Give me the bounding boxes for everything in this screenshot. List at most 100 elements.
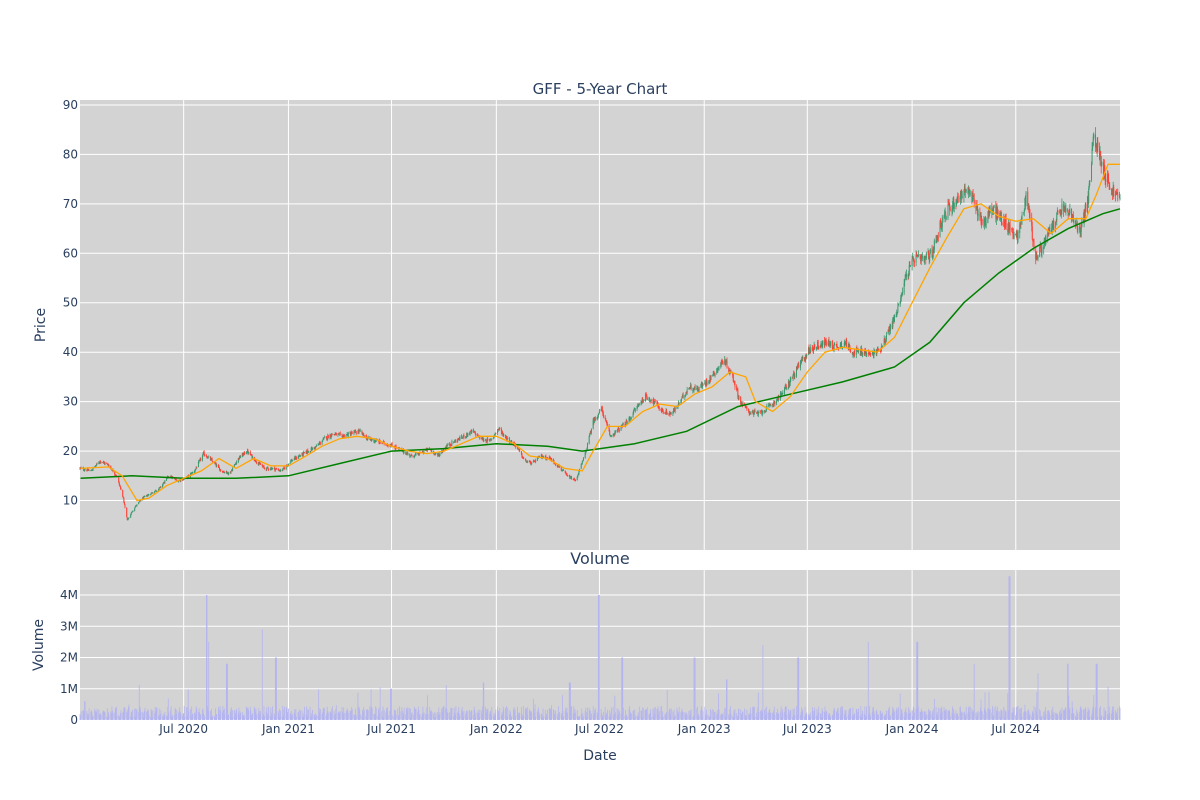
candle-body xyxy=(919,254,921,256)
volume-bar xyxy=(108,712,109,720)
volume-bar xyxy=(176,709,178,720)
candle-body xyxy=(826,341,828,346)
volume-bar xyxy=(1116,715,1118,720)
candle-body xyxy=(682,395,684,397)
volume-bar xyxy=(734,709,736,720)
volume-bar xyxy=(792,716,793,720)
volume-bar xyxy=(310,717,312,720)
candle-body xyxy=(250,454,252,456)
candle-body xyxy=(223,471,225,473)
volume-bar xyxy=(890,716,891,720)
volume-bar xyxy=(303,713,305,720)
candle-body xyxy=(570,476,572,478)
candle-body xyxy=(211,458,213,460)
volume-bar xyxy=(359,714,361,720)
candle-body xyxy=(528,461,530,463)
candle-body xyxy=(662,409,664,412)
candle-body xyxy=(813,347,815,351)
volume-bar xyxy=(680,712,682,720)
volume-bar xyxy=(549,708,551,720)
volume-bar xyxy=(638,706,640,720)
volume-bar xyxy=(873,710,875,720)
volume-bar xyxy=(219,706,221,720)
candle-body xyxy=(346,434,348,435)
volume-bar xyxy=(636,716,638,720)
volume-bar xyxy=(1056,713,1058,720)
candle-body xyxy=(403,449,405,453)
volume-bar xyxy=(666,711,668,720)
volume-bar xyxy=(186,715,188,720)
candle-body xyxy=(1024,197,1026,210)
volume-bar xyxy=(378,707,380,720)
volume-bar xyxy=(94,708,96,720)
candle-body xyxy=(725,361,727,363)
candle-body xyxy=(622,423,624,427)
candle-body xyxy=(749,412,751,414)
volume-bar xyxy=(1083,715,1085,720)
volume-bar xyxy=(1113,706,1115,720)
volume-bar xyxy=(935,706,937,720)
candle-body xyxy=(94,466,96,468)
volume-bar xyxy=(164,711,166,720)
candle-body xyxy=(559,467,561,468)
candle-body xyxy=(1001,223,1003,226)
volume-bar xyxy=(622,707,624,720)
volume-bar xyxy=(274,657,276,720)
volume-bar xyxy=(259,711,260,720)
candle-body xyxy=(144,496,146,498)
candle-body xyxy=(530,463,532,465)
price-y-tick-label: 20 xyxy=(63,444,78,458)
candle-body xyxy=(832,348,834,349)
candle-body xyxy=(79,467,81,469)
volume-bar xyxy=(251,714,252,720)
candle-body xyxy=(977,207,979,216)
candle-body xyxy=(341,434,343,436)
volume-bar xyxy=(859,715,861,720)
candle-body xyxy=(269,469,271,471)
candle-body xyxy=(628,417,630,422)
volume-bar xyxy=(221,712,223,720)
candle-body xyxy=(183,478,185,480)
volume-bar xyxy=(941,711,943,720)
volume-bar xyxy=(596,712,598,720)
volume-bar xyxy=(1095,663,1097,720)
volume-bar xyxy=(1083,709,1084,720)
volume-bar xyxy=(712,710,714,720)
candle-body xyxy=(1069,209,1071,214)
candle-body xyxy=(744,405,746,407)
candle-body xyxy=(438,454,440,456)
volume-bar xyxy=(163,716,165,720)
volume-bar xyxy=(1015,706,1017,720)
volume-bar xyxy=(427,714,429,720)
candle-body xyxy=(94,466,96,467)
candle-body xyxy=(892,319,894,328)
candle-body xyxy=(313,447,315,449)
candle-body xyxy=(134,506,136,508)
volume-bar xyxy=(118,714,120,720)
volume-bar xyxy=(239,711,241,720)
candle-body xyxy=(167,476,169,478)
volume-bar xyxy=(705,716,707,720)
candle-body xyxy=(349,433,351,434)
volume-bar xyxy=(96,708,98,720)
candle-body xyxy=(668,412,670,415)
volume-bar xyxy=(870,715,871,720)
candle-body xyxy=(606,424,608,427)
volume-bar xyxy=(568,682,570,720)
volume-bar xyxy=(345,712,347,720)
volume-bar xyxy=(222,706,224,720)
volume-bar xyxy=(840,715,842,720)
volume-bar xyxy=(494,713,496,720)
candle-body xyxy=(482,438,484,441)
volume-bar xyxy=(282,715,284,720)
candle-body xyxy=(1088,188,1090,204)
candle-body xyxy=(849,347,851,352)
volume-bar xyxy=(965,706,967,720)
volume-bar xyxy=(407,707,409,720)
candle-body xyxy=(497,429,499,431)
volume-bar xyxy=(864,706,866,720)
candle-body xyxy=(936,237,938,243)
volume-bar xyxy=(293,712,295,720)
candle-body xyxy=(247,450,249,454)
